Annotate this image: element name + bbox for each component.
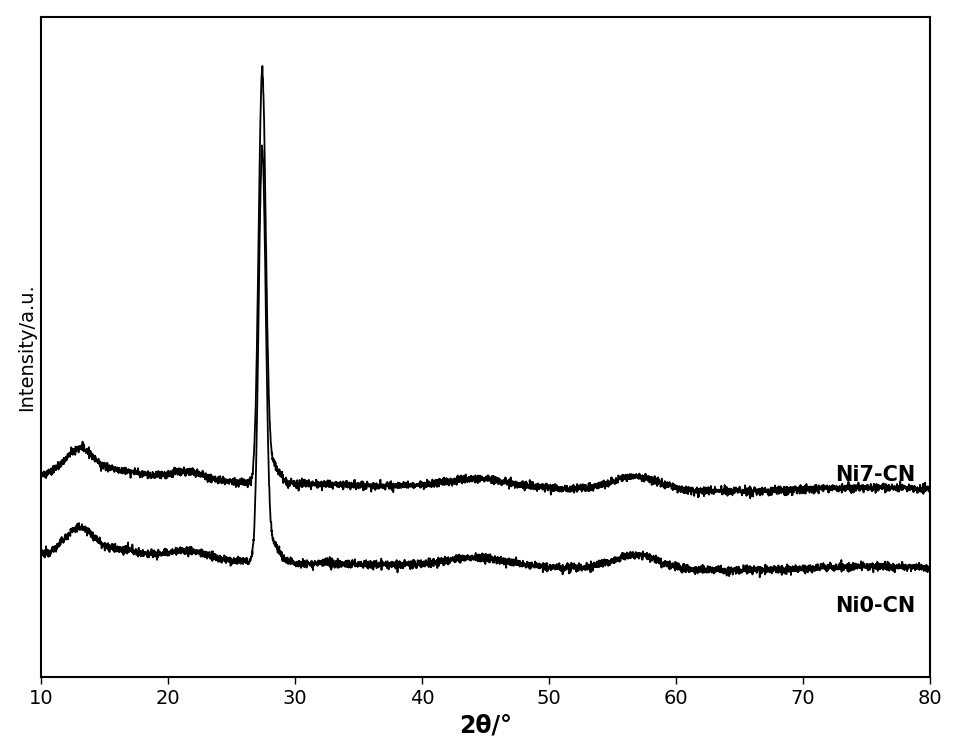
Text: Ni7-CN: Ni7-CN (834, 464, 915, 485)
Text: Ni0-CN: Ni0-CN (834, 596, 915, 616)
X-axis label: 2θ/°: 2θ/° (459, 713, 512, 737)
Y-axis label: Intensity/a.u.: Intensity/a.u. (16, 283, 35, 411)
